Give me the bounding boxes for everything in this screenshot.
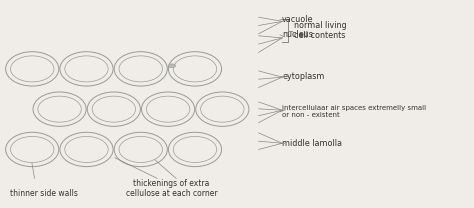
- Ellipse shape: [173, 136, 217, 162]
- Ellipse shape: [38, 96, 82, 122]
- Text: normal living
cell contents: normal living cell contents: [294, 21, 346, 40]
- Ellipse shape: [114, 52, 167, 86]
- Ellipse shape: [65, 56, 108, 82]
- Ellipse shape: [168, 52, 221, 86]
- Text: nucleus: nucleus: [282, 30, 313, 39]
- Ellipse shape: [10, 56, 54, 82]
- Ellipse shape: [201, 96, 244, 122]
- Ellipse shape: [60, 52, 113, 86]
- Ellipse shape: [33, 92, 86, 126]
- Ellipse shape: [65, 136, 108, 162]
- Text: thinner side walls: thinner side walls: [10, 189, 78, 198]
- Text: middle lamolla: middle lamolla: [282, 139, 342, 148]
- Ellipse shape: [168, 64, 176, 68]
- Text: intercellulaar air spaces extremelly small
or non - existent: intercellulaar air spaces extremelly sma…: [282, 105, 427, 118]
- Ellipse shape: [173, 56, 217, 82]
- Ellipse shape: [10, 136, 54, 162]
- Ellipse shape: [142, 92, 195, 126]
- Text: vacuole: vacuole: [282, 15, 314, 24]
- Ellipse shape: [196, 92, 249, 126]
- Ellipse shape: [146, 96, 190, 122]
- Ellipse shape: [168, 132, 221, 167]
- Ellipse shape: [6, 132, 59, 167]
- Ellipse shape: [60, 132, 113, 167]
- Ellipse shape: [114, 132, 167, 167]
- Ellipse shape: [119, 136, 163, 162]
- Ellipse shape: [6, 52, 59, 86]
- Ellipse shape: [119, 56, 163, 82]
- Text: eytoplasm: eytoplasm: [282, 72, 325, 81]
- Text: thickenings of extra
cellulose at each corner: thickenings of extra cellulose at each c…: [126, 179, 217, 198]
- Ellipse shape: [87, 92, 140, 126]
- Ellipse shape: [92, 96, 136, 122]
